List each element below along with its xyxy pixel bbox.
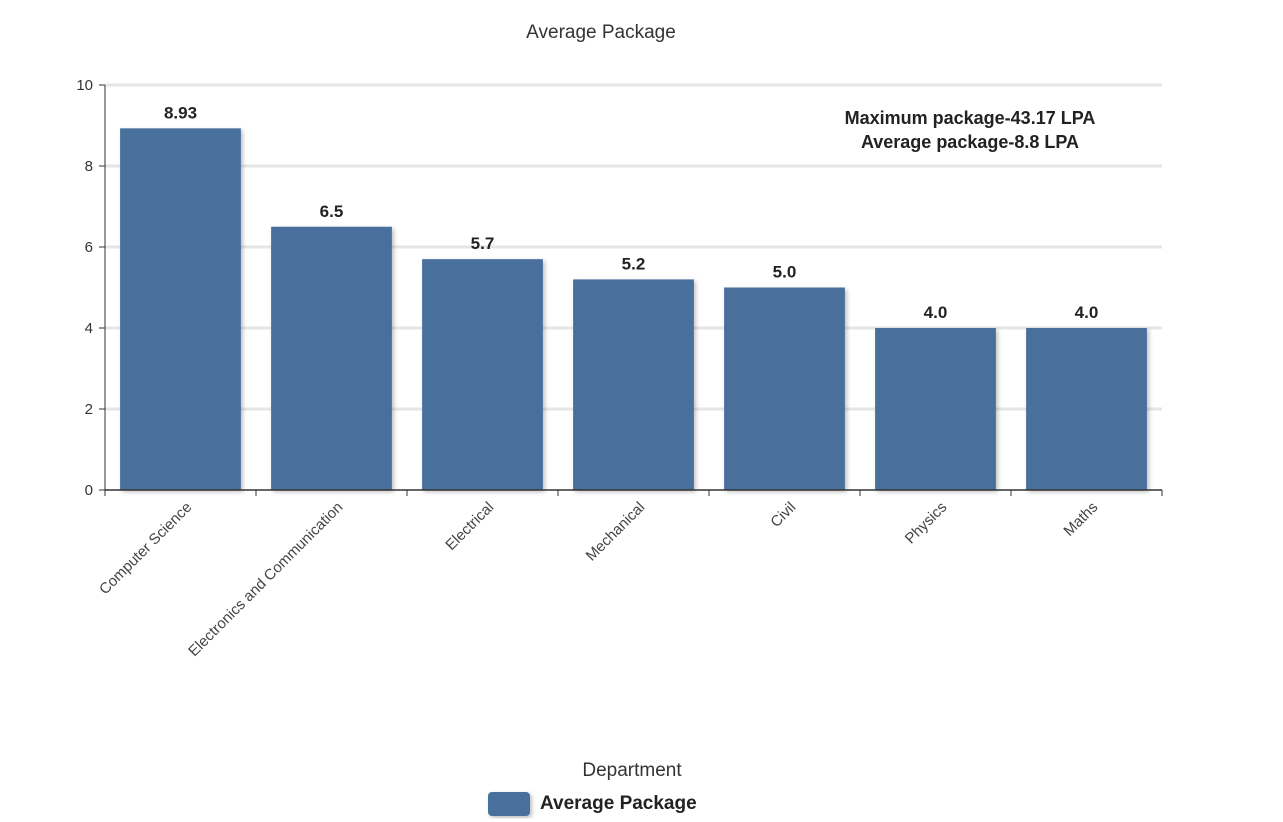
data-label: 5.7	[471, 234, 495, 253]
category-label: Computer Science	[96, 499, 195, 598]
chart-title: Average Package	[526, 22, 676, 43]
bars	[120, 128, 1147, 490]
bar[interactable]	[120, 128, 241, 490]
bar[interactable]	[573, 279, 694, 490]
category-label: Electronics and Communication	[185, 499, 346, 660]
category-label: Civil	[767, 499, 799, 531]
bar[interactable]	[724, 287, 845, 491]
data-label: 5.2	[622, 254, 646, 273]
legend[interactable]: Average Package	[488, 792, 697, 816]
legend-label: Average Package	[540, 793, 697, 814]
category-label: Maths	[1060, 499, 1101, 540]
category-label: Mechanical	[583, 499, 649, 565]
category-label: Physics	[902, 499, 951, 548]
data-label: 4.0	[924, 303, 948, 322]
y-tick-label: 8	[85, 158, 93, 175]
bar[interactable]	[271, 226, 392, 490]
annotation-avg-package: Average package-8.8 LPA	[861, 132, 1079, 152]
legend-swatch	[488, 792, 530, 816]
bar[interactable]	[875, 328, 996, 490]
y-tick-label: 0	[85, 482, 93, 499]
y-tick-label: 4	[85, 320, 93, 337]
bar[interactable]	[1026, 328, 1147, 490]
axes	[99, 84, 1163, 496]
data-label: 6.5	[320, 202, 344, 221]
y-tick-label: 10	[76, 77, 93, 94]
x-axis-title: Department	[582, 760, 682, 781]
data-label: 8.93	[164, 103, 197, 122]
category-label: Electrical	[442, 499, 497, 554]
y-tick-label: 6	[85, 239, 93, 256]
data-label: 4.0	[1075, 303, 1099, 322]
y-tick-label: 2	[85, 401, 93, 418]
data-label: 5.0	[773, 263, 797, 282]
annotation-max-package: Maximum package-43.17 LPA	[845, 108, 1096, 128]
bar[interactable]	[422, 259, 543, 490]
